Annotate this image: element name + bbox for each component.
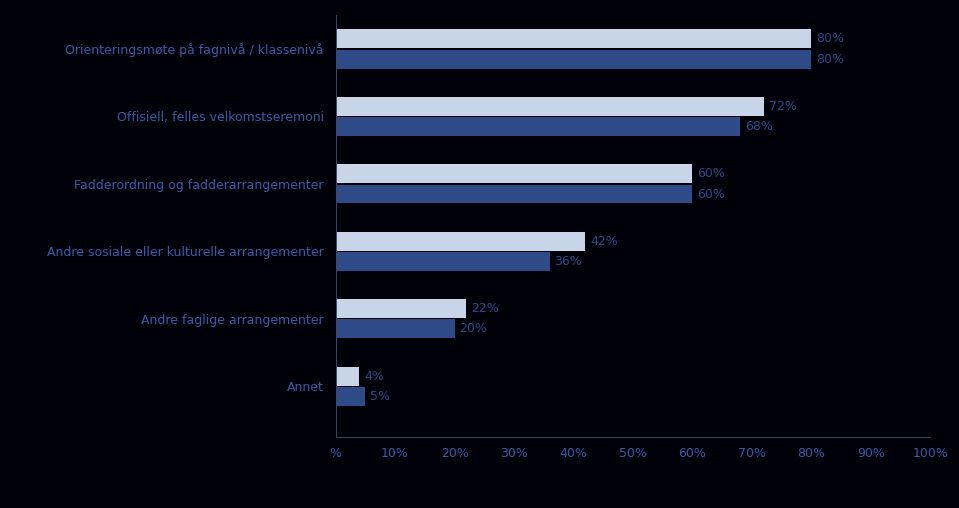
Text: 5%: 5% — [370, 390, 390, 403]
Bar — [336, 29, 811, 48]
Text: 60%: 60% — [697, 167, 725, 180]
Text: 36%: 36% — [554, 255, 582, 268]
Bar — [336, 97, 763, 116]
Text: 80%: 80% — [816, 33, 844, 45]
Text: 4%: 4% — [364, 370, 384, 383]
Text: 60%: 60% — [697, 187, 725, 201]
Bar — [336, 367, 360, 386]
Text: 80%: 80% — [816, 53, 844, 66]
Bar — [336, 299, 466, 318]
Bar — [336, 252, 550, 271]
Text: 72%: 72% — [768, 100, 796, 113]
Bar — [336, 164, 692, 183]
Text: 42%: 42% — [590, 235, 618, 248]
Bar — [336, 387, 365, 406]
Text: 20%: 20% — [459, 323, 487, 335]
Bar — [336, 320, 455, 338]
Text: 68%: 68% — [745, 120, 773, 133]
Bar — [336, 232, 585, 250]
Bar — [336, 184, 692, 204]
Text: 22%: 22% — [471, 302, 499, 315]
Bar — [336, 117, 740, 136]
Bar — [336, 50, 811, 69]
